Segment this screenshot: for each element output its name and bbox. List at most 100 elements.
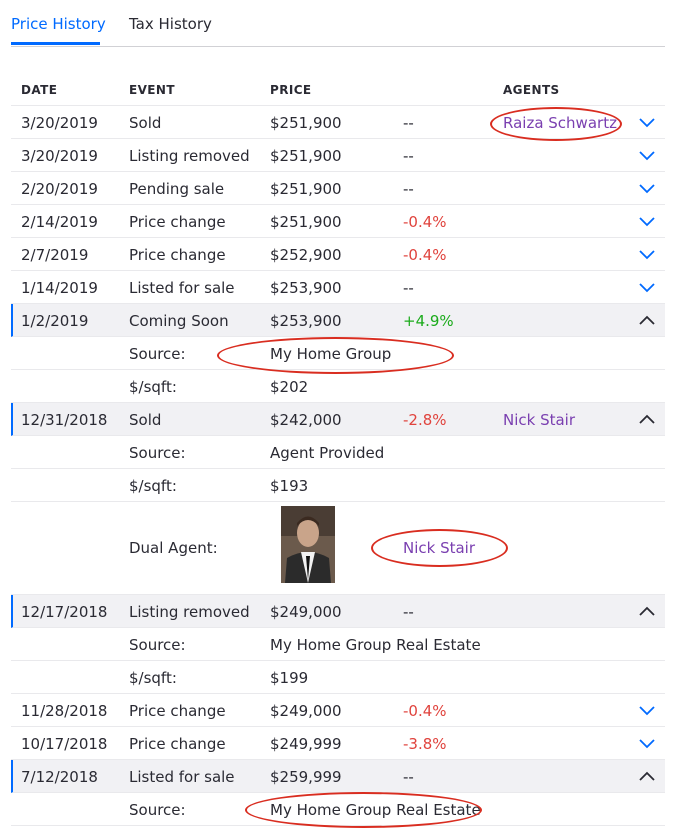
row-date: 3/20/2019: [21, 147, 98, 165]
detail-row: $/sqft: $202: [11, 370, 665, 403]
chevron-down-icon[interactable]: [639, 148, 655, 162]
row-price-change: -0.4%: [403, 702, 447, 720]
row-price-change: --: [403, 279, 414, 297]
row-date: 1/14/2019: [21, 279, 98, 297]
chevron-down-icon[interactable]: [639, 214, 655, 228]
table-row[interactable]: 2/7/2019 Price change $252,900 -0.4%: [11, 238, 665, 271]
chevron-down-icon[interactable]: [639, 280, 655, 294]
detail-value: My Home Group Real Estate: [270, 801, 481, 819]
chevron-down-icon[interactable]: [639, 247, 655, 261]
detail-label: Source:: [129, 801, 186, 819]
chevron-down-icon[interactable]: [639, 703, 655, 717]
table-row[interactable]: 7/12/2018 Listed for sale $259,999 --: [11, 760, 665, 793]
row-event: Sold: [129, 114, 162, 132]
detail-row: $/sqft: $193: [11, 469, 665, 502]
row-price: $251,900: [270, 147, 342, 165]
detail-label: Dual Agent:: [129, 539, 218, 557]
chevron-down-icon[interactable]: [639, 115, 655, 129]
row-price-change: --: [403, 114, 414, 132]
table-row[interactable]: 11/28/2018 Price change $249,000 -0.4%: [11, 694, 665, 727]
row-event: Coming Soon: [129, 312, 229, 330]
row-event: Price change: [129, 246, 226, 264]
detail-row: Source: My Home Group Real Estate: [11, 628, 665, 661]
row-event: Sold: [129, 411, 162, 429]
row-agent-link[interactable]: Raiza Schwartz: [503, 114, 617, 132]
row-price: $249,999: [270, 735, 342, 753]
detail-value: $199: [270, 669, 309, 687]
detail-value: $202: [270, 378, 309, 396]
chevron-down-icon[interactable]: [639, 736, 655, 750]
detail-value: $193: [270, 477, 309, 495]
row-price: $259,999: [270, 768, 342, 786]
row-price: $253,900: [270, 312, 342, 330]
header-date: DATE: [21, 83, 58, 97]
active-tab-indicator: [11, 42, 100, 45]
table-header: DATE EVENT PRICE AGENTS: [11, 74, 665, 106]
row-price: $242,000: [270, 411, 342, 429]
row-date: 11/28/2018: [21, 702, 108, 720]
table-row[interactable]: 2/20/2019 Pending sale $251,900 --: [11, 172, 665, 205]
row-price-change: --: [403, 768, 414, 786]
chevron-up-icon[interactable]: [639, 313, 655, 327]
row-event: Price change: [129, 702, 226, 720]
row-event: Listing removed: [129, 603, 250, 621]
row-price: $251,900: [270, 213, 342, 231]
table-row[interactable]: 10/17/2018 Price change $249,999 -3.8%: [11, 727, 665, 760]
row-price: $251,900: [270, 180, 342, 198]
detail-label: $/sqft:: [129, 477, 177, 495]
table-row[interactable]: 3/20/2019 Listing removed $251,900 --: [11, 139, 665, 172]
row-agent-link[interactable]: Nick Stair: [503, 411, 576, 429]
chevron-down-icon[interactable]: [639, 181, 655, 195]
detail-label: $/sqft:: [129, 669, 177, 687]
header-agents: AGENTS: [503, 83, 560, 97]
detail-row: Source: My Home Group Real Estate: [11, 793, 665, 826]
table-row[interactable]: 12/31/2018 Sold $242,000 -2.8% Nick Stair: [11, 403, 665, 436]
row-price: $251,900: [270, 114, 342, 132]
detail-label: $/sqft:: [129, 378, 177, 396]
row-event: Price change: [129, 213, 226, 231]
dual-agent-row: Dual Agent: Nick Stair: [11, 502, 665, 595]
row-event: Listed for sale: [129, 279, 235, 297]
row-price-change: --: [403, 147, 414, 165]
table-row[interactable]: 12/17/2018 Listing removed $249,000 --: [11, 595, 665, 628]
detail-value: Agent Provided: [270, 444, 385, 462]
header-event: EVENT: [129, 83, 175, 97]
row-date: 2/7/2019: [21, 246, 89, 264]
row-price: $252,900: [270, 246, 342, 264]
detail-row: Source: My Home Group: [11, 337, 665, 370]
detail-value: My Home Group: [270, 345, 392, 363]
table-row[interactable]: 2/14/2019 Price change $251,900 -0.4%: [11, 205, 665, 238]
row-event: Pending sale: [129, 180, 225, 198]
row-date: 1/2/2019: [21, 312, 89, 330]
table-row[interactable]: 1/14/2019 Listed for sale $253,900 --: [11, 271, 665, 304]
chevron-up-icon[interactable]: [639, 604, 655, 618]
header-price: PRICE: [270, 83, 312, 97]
row-date: 2/20/2019: [21, 180, 98, 198]
dual-agent-link[interactable]: Nick Stair: [403, 539, 476, 557]
row-price-change: -3.8%: [403, 735, 447, 753]
table-row[interactable]: 1/2/2019 Coming Soon $253,900 +4.9%: [11, 304, 665, 337]
row-price-change: --: [403, 180, 414, 198]
row-price-change: --: [403, 603, 414, 621]
row-date: 10/17/2018: [21, 735, 108, 753]
row-price: $249,000: [270, 702, 342, 720]
row-price: $253,900: [270, 279, 342, 297]
detail-label: Source:: [129, 444, 186, 462]
table-row[interactable]: 3/20/2019 Sold $251,900 -- Raiza Schwartz: [11, 106, 665, 139]
detail-label: Source:: [129, 345, 186, 363]
chevron-up-icon[interactable]: [639, 412, 655, 426]
tab-tax-history[interactable]: Tax History: [129, 15, 212, 33]
row-price-change: -0.4%: [403, 213, 447, 231]
row-date: 3/20/2019: [21, 114, 98, 132]
history-tabs: Price History Tax History: [11, 0, 665, 47]
row-date: 12/31/2018: [21, 411, 108, 429]
row-date: 12/17/2018: [21, 603, 108, 621]
row-price: $249,000: [270, 603, 342, 621]
row-price-change: -0.4%: [403, 246, 447, 264]
detail-row: Source: Agent Provided: [11, 436, 665, 469]
chevron-up-icon[interactable]: [639, 769, 655, 783]
tab-price-history[interactable]: Price History: [11, 15, 106, 33]
detail-value: My Home Group Real Estate: [270, 636, 481, 654]
detail-label: Source:: [129, 636, 186, 654]
agent-photo[interactable]: [281, 506, 335, 583]
